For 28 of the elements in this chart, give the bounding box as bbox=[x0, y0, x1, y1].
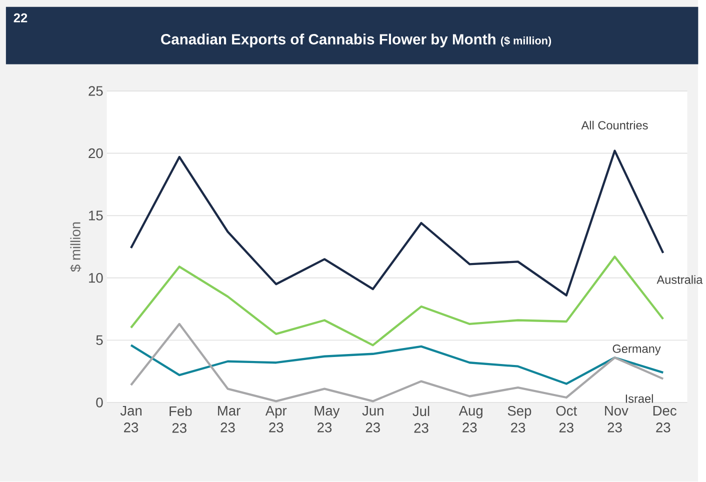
series-label: Israel bbox=[626, 394, 653, 404]
x-tick-label: Oct 23 bbox=[556, 406, 578, 433]
x-tick-label: Dec 23 bbox=[653, 406, 676, 433]
x-tick-label: Jun 23 bbox=[362, 406, 384, 433]
text: 22 bbox=[14, 14, 28, 23]
text: All Countries bbox=[581, 121, 648, 130]
x-tick-label: Jan 23 bbox=[120, 406, 142, 433]
y-tick-label: 15 bbox=[89, 210, 103, 221]
line-series bbox=[130, 344, 664, 386]
x-tick-label: May 23 bbox=[314, 406, 340, 433]
x-tick-label: Nov 23 bbox=[605, 406, 628, 433]
x-tick-label: Mar 23 bbox=[218, 406, 240, 433]
y-axis-title: $ million bbox=[70, 222, 82, 272]
y-tick-label: 0 bbox=[96, 398, 103, 408]
y-tick-label: 5 bbox=[96, 336, 103, 346]
y-tick-label: 20 bbox=[88, 148, 103, 158]
x-tick-label: Jul 23 bbox=[412, 406, 430, 434]
line-series bbox=[130, 323, 664, 403]
series-label: Australia bbox=[656, 275, 703, 284]
x-tick-label: Aug 23 bbox=[458, 406, 482, 433]
chart-subtitle: ($ million) bbox=[500, 36, 552, 47]
y-tick-label: 10 bbox=[89, 273, 103, 283]
x-tick-label: Feb 23 bbox=[170, 406, 192, 434]
chart-title: Canadian Exports of Cannabis Flower by Month bbox=[161, 34, 496, 48]
series-label: Germany bbox=[612, 344, 661, 356]
x-tick-label: Sep 23 bbox=[508, 406, 532, 433]
y-tick-label: 25 bbox=[88, 86, 103, 96]
x-tick-label: Apr 23 bbox=[265, 406, 287, 433]
